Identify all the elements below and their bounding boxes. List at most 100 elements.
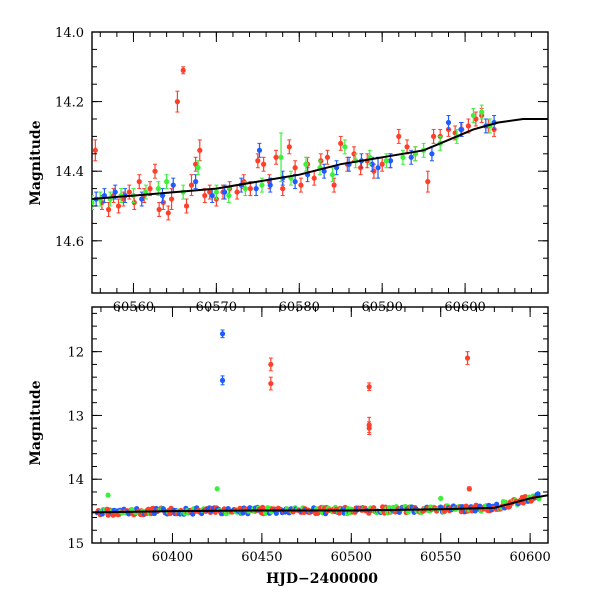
data-point-marker (396, 133, 402, 139)
data-point-green (213, 184, 219, 200)
data-point-red (105, 202, 112, 217)
y-tick-label: 13 (67, 409, 84, 424)
data-point-marker (242, 186, 248, 192)
data-point-red (268, 357, 274, 372)
plot-area (92, 66, 548, 221)
data-point-marker (366, 384, 372, 390)
data-point-red (174, 90, 180, 113)
data-point-blue (219, 375, 226, 386)
data-point-marker (226, 192, 232, 199)
data-point-marker (129, 506, 135, 513)
data-point-green (303, 156, 309, 172)
data-point-red (180, 66, 186, 75)
data-point-red (466, 486, 472, 492)
data-point-marker (261, 161, 267, 167)
data-point-green (400, 149, 406, 165)
data-point-marker (408, 154, 414, 160)
data-point-marker (174, 99, 180, 105)
data-point-marker (267, 182, 273, 188)
data-point-blue (253, 181, 259, 197)
data-point-marker (165, 210, 171, 216)
data-point-marker (445, 119, 452, 126)
plot-frame (91, 31, 549, 294)
data-point-marker (425, 179, 431, 185)
data-point-blue (193, 174, 199, 190)
data-point-green (405, 509, 411, 515)
data-point-marker (338, 140, 344, 146)
data-point-marker (164, 179, 170, 185)
data-point-blue (375, 156, 381, 179)
data-point-marker (342, 144, 348, 150)
x-tick-label: 60400 (152, 550, 193, 565)
data-point-marker (383, 158, 389, 164)
y-tick-label: 14.4 (55, 165, 84, 180)
data-point-marker (183, 203, 190, 209)
y-tick-label: 12 (67, 346, 84, 361)
data-point-red (404, 139, 410, 155)
data-point-marker (464, 355, 471, 361)
data-point-marker (324, 154, 331, 160)
data-point-marker (213, 189, 219, 195)
data-point-green (129, 506, 135, 513)
data-point-marker (143, 189, 149, 195)
data-point-marker (202, 192, 208, 199)
data-point-blue (292, 174, 298, 190)
data-point-marker (387, 158, 394, 164)
data-point-marker (429, 151, 435, 157)
data-point-red (324, 149, 331, 165)
data-point-red (156, 202, 162, 217)
bottom-light-curve-panel: 60400 60450 60500 60550 60600 12 13 14 15 (67, 306, 551, 565)
y-tick-label: 14.0 (55, 26, 84, 41)
data-point-marker (479, 109, 485, 115)
data-point-red (259, 504, 266, 510)
data-point-blue (219, 329, 226, 339)
data-point-red (286, 139, 292, 155)
data-point-marker (234, 189, 240, 195)
data-point-marker (292, 179, 298, 185)
data-point-marker (470, 112, 476, 119)
data-point-marker (466, 486, 472, 492)
data-point-green (214, 486, 220, 492)
data-point-green (278, 132, 284, 183)
data-point-blue (486, 502, 492, 508)
data-point-marker (105, 206, 112, 213)
data-point-marker (292, 165, 298, 171)
data-point-marker (188, 182, 195, 188)
data-point-marker (197, 147, 203, 153)
data-point-blue (101, 188, 108, 204)
data-point-red (366, 421, 372, 436)
data-point-marker (259, 182, 265, 188)
data-point-red (197, 139, 203, 162)
data-point-blue (222, 184, 228, 200)
data-point-red (136, 174, 142, 190)
data-point-marker (168, 196, 175, 202)
data-point-blue (209, 188, 215, 204)
data-point-marker (268, 380, 274, 387)
y-tick-label: 14.6 (55, 235, 84, 250)
data-point-blue (321, 163, 327, 179)
top-light-curve-panel: 60560 60570 60580 60590 6060014.014.214.414.… (55, 26, 549, 315)
data-point-marker (379, 161, 385, 167)
data-point-marker (115, 203, 122, 209)
data-point-green (143, 184, 149, 200)
data-point-marker (400, 154, 406, 160)
data-point-green (288, 170, 294, 186)
data-point-marker (92, 147, 98, 153)
data-point-marker (458, 126, 464, 133)
data-point-green (105, 492, 111, 498)
data-point-marker (219, 331, 226, 337)
data-point-marker (126, 189, 132, 195)
y-tick-label: 15 (67, 537, 84, 552)
data-point-blue (445, 115, 452, 130)
data-point-marker (321, 168, 327, 174)
data-point-marker (404, 144, 410, 150)
data-point-marker (170, 182, 176, 188)
data-point-red (311, 170, 317, 186)
data-point-red (234, 184, 240, 200)
data-point-marker (180, 67, 186, 73)
x-tick-label: 60600 (509, 550, 550, 565)
data-point-marker (366, 425, 372, 431)
data-point-marker (298, 182, 304, 188)
data-point-marker (430, 133, 437, 139)
data-point-marker (101, 192, 108, 199)
